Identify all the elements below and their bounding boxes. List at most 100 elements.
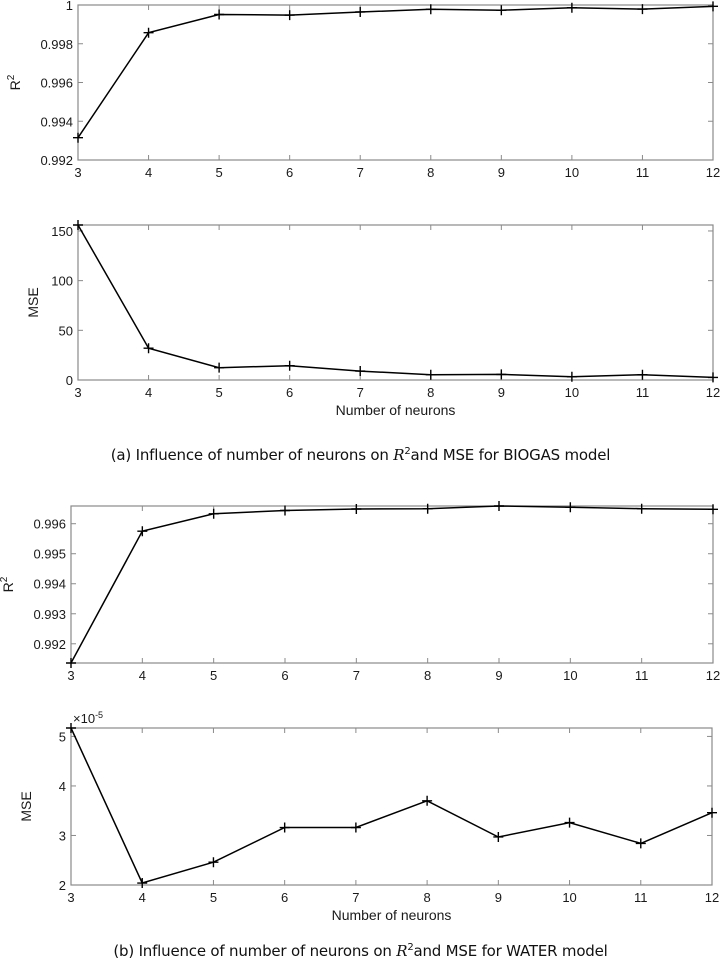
x-tick-label: 3 [67,668,74,683]
plus-marker-icon [422,795,433,806]
caption-water-suffix: and MSE for WATER model [413,942,608,960]
y-tick-label: 0.994 [33,577,66,592]
y-axis-label: MSE [18,791,34,821]
y-tick-label: 3 [59,828,66,843]
y-tick-label: 0 [66,373,73,388]
plus-marker-icon [350,822,361,833]
plus-marker-icon [284,10,295,21]
plus-marker-icon [279,822,290,833]
caption-biogas-prefix: (a) Influence of number of neurons on [110,446,394,464]
x-tick-label: 12 [706,385,720,400]
x-tick-label: 6 [281,668,288,683]
caption-water-prefix: (b) Influence of number of neurons on [113,942,397,960]
plus-marker-icon [137,878,148,889]
x-axis-label: Number of neurons [336,402,456,418]
caption-biogas: (a) Influence of number of neurons on R2… [0,446,721,464]
x-tick-label: 4 [145,165,152,180]
plus-marker-icon [137,526,148,537]
x-tick-label: 9 [498,385,505,400]
plus-marker-icon [143,343,154,354]
chart-biogas_r2: 3 4 5 6 7 8 9 10 11 12 0.992 0.994 0.996 0.998 1 R2 [6,0,720,180]
y-tick-label: 0.996 [40,76,73,91]
x-tick-label: 10 [563,668,577,683]
plus-marker-icon [565,502,576,513]
y-axis-label: R2 [0,576,16,592]
plus-marker-icon [564,817,575,828]
x-tick-label: 10 [565,165,579,180]
x-tick-label: 3 [67,890,74,905]
x-tick-label: 7 [352,890,359,905]
caption-biogas-r: R [393,446,405,464]
plus-marker-icon [422,503,433,514]
y-tick-label: 0.994 [40,114,73,129]
plus-marker-icon [355,6,366,17]
x-tick-label: 6 [286,165,293,180]
plus-marker-icon [496,5,507,16]
x-tick-label: 5 [215,165,222,180]
caption-water-r: R [396,942,408,960]
y-tick-label: 100 [51,274,73,289]
axes-box [77,4,714,161]
y-tick-label: 0.998 [40,37,73,52]
caption-biogas-suffix: and MSE for BIOGAS model [410,446,611,464]
y-tick-label: 0.995 [33,547,66,562]
data-line [77,5,714,139]
plus-marker-icon [494,501,504,511]
plus-marker-icon [351,504,362,515]
x-tick-label: 6 [286,385,293,400]
x-tick-label: 8 [424,668,431,683]
plus-marker-icon [708,504,718,515]
plus-marker-icon [496,369,507,380]
x-tick-label: 12 [706,165,720,180]
y-tick-label: 0.992 [33,637,66,652]
x-tick-label: 8 [423,890,430,905]
y-axis-label: MSE [25,287,41,317]
plus-marker-icon [708,372,718,383]
x-tick-label: 11 [634,890,648,905]
plus-marker-icon [284,360,295,371]
plus-marker-icon [708,1,718,12]
x-tick-label: 9 [495,890,502,905]
data-line [77,224,714,379]
y-multiplier-label: ×10-5 [73,710,103,726]
x-axis-label: Number of neurons [332,907,452,923]
data-line [70,727,713,884]
plus-marker-icon [208,508,219,519]
plus-marker-icon [637,4,648,15]
x-tick-label: 4 [145,385,152,400]
x-tick-label: 5 [210,890,217,905]
plus-marker-icon [280,505,290,516]
x-tick-label: 12 [705,890,719,905]
chart-biogas_mse: 3 4 5 6 7 8 9 10 11 12 0 50 100 150 MSE Number of neuro… [25,220,720,418]
x-tick-label: 7 [357,385,364,400]
y-tick-label: 150 [51,224,73,239]
x-tick-label: 10 [562,890,576,905]
plus-marker-icon [425,369,436,380]
plus-marker-icon [566,371,577,382]
x-tick-label: 3 [74,385,81,400]
caption-water-sup: 2 [407,942,414,953]
x-tick-label: 8 [427,385,434,400]
plus-marker-icon [707,807,717,818]
x-tick-label: 10 [565,385,579,400]
y-tick-label: 2 [59,878,66,893]
x-tick-label: 11 [636,165,650,180]
x-tick-label: 6 [281,890,288,905]
plus-marker-icon [425,4,436,15]
x-tick-label: 9 [498,165,505,180]
plus-marker-icon [493,831,504,842]
plus-marker-icon [73,220,83,230]
x-tick-label: 5 [215,385,222,400]
y-tick-label: 0.996 [33,517,66,532]
x-tick-label: 4 [139,668,146,683]
axes-box [77,224,714,381]
y-tick-label: 5 [59,729,66,744]
y-tick-label: 4 [59,779,66,794]
x-tick-label: 9 [495,668,502,683]
x-tick-label: 7 [357,165,364,180]
plus-marker-icon [635,838,646,849]
plus-marker-icon [355,366,366,377]
y-tick-label: 0.992 [40,153,73,168]
plus-marker-icon [637,369,648,380]
plus-marker-icon [214,362,225,373]
